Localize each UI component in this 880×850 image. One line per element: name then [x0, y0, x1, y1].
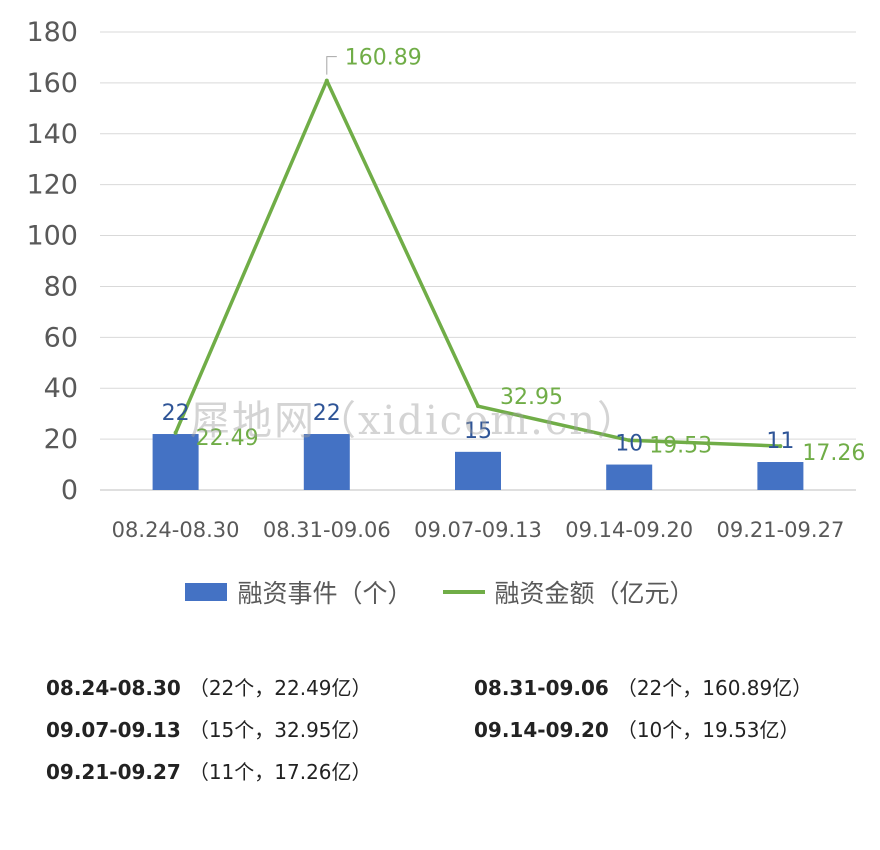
line-point — [778, 444, 783, 449]
bar-data-label: 22 — [162, 401, 190, 426]
line-data-label: 160.89 — [345, 46, 422, 71]
summary-list: 08.24-08.30 （22个，22.49亿） 08.31-09.06 （22个，… — [46, 672, 846, 785]
summary-item: 08.31-09.06 （22个，160.89亿） — [474, 672, 834, 701]
bar — [757, 462, 804, 490]
line-data-label: 19.53 — [649, 433, 712, 458]
summary-item: 08.24-08.30 （22个，22.49亿） — [46, 672, 474, 701]
summary-period: 08.31-09.06 — [474, 676, 609, 700]
x-tick-label: 08.24-08.30 — [112, 518, 240, 542]
line-point — [627, 438, 632, 443]
y-tick-label: 20 — [44, 424, 78, 455]
bar — [455, 451, 501, 490]
summary-detail: （10个，19.53亿） — [616, 718, 800, 742]
bar-data-label: 10 — [615, 432, 643, 457]
legend-swatch-line — [442, 590, 485, 594]
y-tick-label: 100 — [26, 221, 78, 252]
x-tick-label: 08.31-09.06 — [263, 518, 391, 542]
y-tick-label: 40 — [44, 373, 78, 404]
summary-detail: （22个，160.89亿） — [616, 676, 813, 700]
summary-item: 09.07-09.13 （15个，32.95亿） — [46, 714, 474, 743]
chart: 0 20 40 60 80 100 120 140 160 180 08.24-08.30 08.31… — [26, 17, 865, 542]
bar — [606, 464, 653, 490]
legend-swatch-bar — [185, 583, 228, 601]
legend-label-amount: 融资金额（亿元） — [494, 579, 695, 608]
y-tick-label: 140 — [26, 119, 78, 150]
bar-data-label: 15 — [464, 419, 492, 444]
y-tick-label: 0 — [61, 475, 78, 506]
watermark: 犀地网（xidicom.cn） — [190, 398, 640, 444]
line-point — [324, 78, 329, 83]
line-point — [476, 404, 480, 409]
summary-item: 09.14-09.20 （10个，19.53亿） — [474, 714, 834, 743]
x-tick-label: 09.21-09.27 — [716, 518, 844, 542]
summary-period: 08.24-08.30 — [46, 676, 181, 700]
summary-period: 09.07-09.13 — [46, 718, 181, 742]
line-data-label: 32.95 — [500, 385, 563, 410]
bar-data-label: 22 — [313, 401, 341, 426]
summary-period: 09.21-09.27 — [46, 760, 181, 784]
y-tick-label: 160 — [26, 68, 78, 99]
legend-item-amount: 融资金额（亿元） — [442, 574, 695, 610]
y-tick-label: 80 — [44, 271, 78, 302]
line-data-label: 22.49 — [196, 426, 259, 451]
y-tick-label: 60 — [44, 322, 78, 353]
chart-legend: 融资事件（个） 融资金额（亿元） — [0, 574, 880, 610]
bar — [152, 434, 199, 490]
summary-item: 09.21-09.27 （11个，17.26亿） — [46, 756, 474, 785]
legend-item-events: 融资事件（个） — [185, 574, 413, 610]
data-label-leader — [326, 56, 337, 75]
bar-data-label: 11 — [766, 429, 794, 454]
line-data-label: 17.26 — [802, 441, 865, 466]
legend-label-events: 融资事件（个） — [237, 579, 413, 608]
y-tick-label: 180 — [26, 17, 78, 48]
bar — [303, 434, 350, 490]
summary-detail: （11个，17.26亿） — [188, 760, 372, 784]
y-tick-label: 120 — [26, 170, 78, 201]
x-tick-label: 09.07-09.13 — [414, 518, 542, 542]
x-tick-label: 09.14-09.20 — [565, 518, 693, 542]
line-point — [173, 430, 178, 435]
summary-detail: （22个，22.49亿） — [188, 676, 372, 700]
summary-detail: （15个，32.95亿） — [188, 718, 372, 742]
summary-period: 09.14-09.20 — [474, 718, 609, 742]
